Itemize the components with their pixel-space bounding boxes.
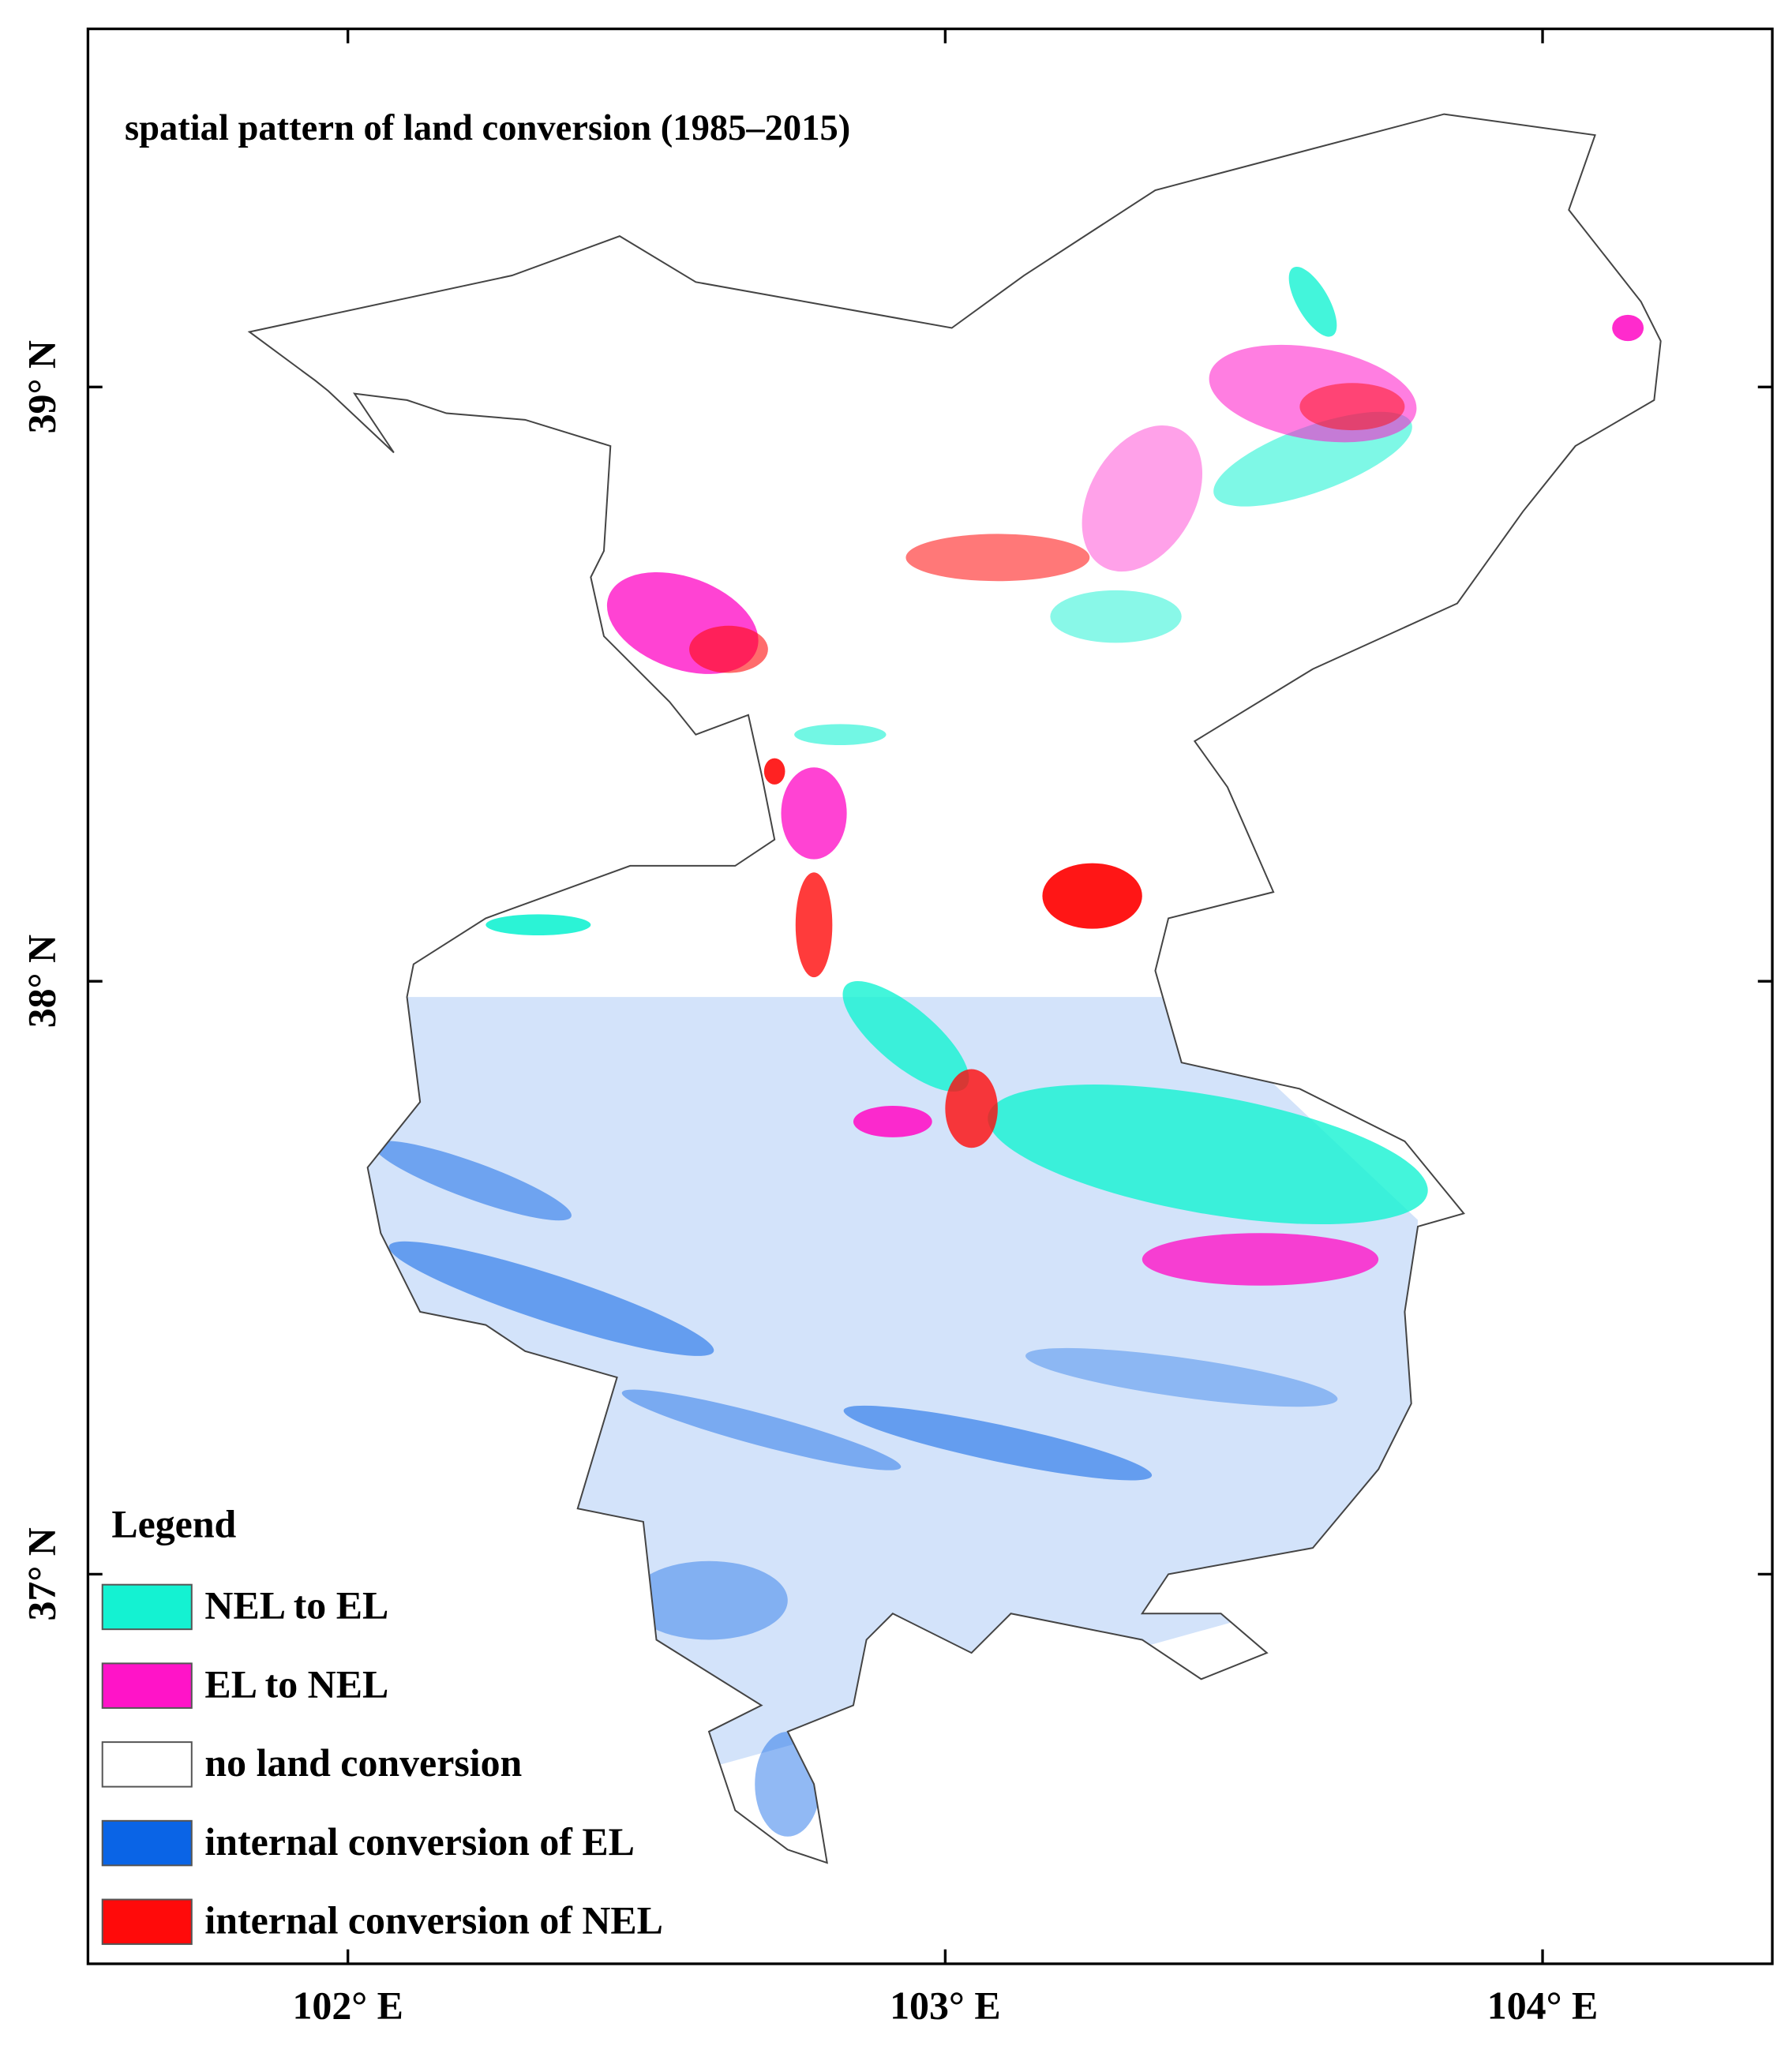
legend-swatch — [101, 1898, 193, 1946]
map-frame — [86, 27, 1774, 1965]
patch — [1042, 863, 1142, 929]
patch — [794, 724, 887, 746]
patch — [988, 1085, 1428, 1225]
legend-swatch — [101, 1819, 193, 1867]
longitude-label: 103° E — [890, 1984, 1000, 2028]
map-title: spatial pattern of land conversion (1985… — [125, 108, 850, 148]
region-outline — [247, 113, 1662, 1864]
patch — [763, 758, 785, 785]
legend-swatch — [101, 1662, 193, 1709]
legend-swatch — [101, 1741, 193, 1788]
legend-label: no land conversion — [204, 1741, 522, 1785]
patch — [1288, 266, 1337, 337]
patch — [373, 1141, 572, 1221]
patch — [1612, 314, 1644, 342]
patch — [781, 767, 847, 860]
legend-title: Legend — [111, 1503, 236, 1546]
legend-label: internal conversion of EL — [204, 1820, 634, 1864]
patch — [843, 1405, 1153, 1481]
latitude-label: 37° N — [21, 1527, 64, 1620]
patch — [795, 872, 833, 978]
patch — [485, 914, 591, 935]
patch — [1025, 1347, 1338, 1407]
legend-swatch — [101, 1583, 193, 1631]
patch — [905, 534, 1090, 582]
patch — [388, 1241, 714, 1356]
longitude-label: 104° E — [1487, 1984, 1598, 2028]
patch — [842, 981, 969, 1092]
latitude-label: 38° N — [21, 935, 64, 1028]
patch — [630, 1560, 788, 1640]
graticule: 39° N 38° N 37° N 102° E 103° E 104° E — [21, 28, 1773, 2028]
patch — [1142, 1233, 1379, 1286]
patch — [1050, 590, 1182, 643]
patch — [945, 1069, 998, 1148]
patch — [1082, 425, 1203, 572]
longitude-label: 102° E — [292, 1984, 403, 2028]
patch — [689, 625, 768, 673]
patch — [621, 1389, 902, 1470]
latitude-label: 39° N — [21, 340, 64, 433]
legend: Legend NEL to EL EL to NEL no land conversi… — [101, 1503, 663, 1946]
legend-label: EL to NEL — [204, 1662, 388, 1706]
patch — [853, 1106, 932, 1137]
patch — [1299, 383, 1405, 431]
legend-label: internal conversion of NEL — [204, 1899, 662, 1942]
legend-label: NEL to EL — [204, 1584, 388, 1628]
